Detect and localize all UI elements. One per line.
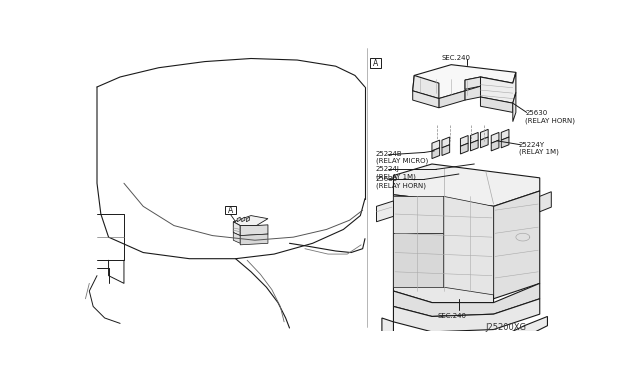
Polygon shape (540, 192, 551, 212)
Text: 25224B
(RELAY MICRO): 25224B (RELAY MICRO) (376, 151, 428, 164)
Polygon shape (501, 137, 509, 148)
Polygon shape (240, 225, 268, 235)
Polygon shape (246, 217, 250, 222)
Text: 25630
(RELAY HORN): 25630 (RELAY HORN) (525, 110, 575, 124)
Polygon shape (394, 233, 444, 287)
Polygon shape (470, 140, 478, 151)
Polygon shape (460, 143, 468, 154)
Polygon shape (432, 148, 440, 158)
Polygon shape (465, 77, 481, 89)
Text: 25224J
(RELAY 1M): 25224J (RELAY 1M) (376, 166, 415, 180)
Text: SEC.240: SEC.240 (437, 313, 467, 320)
Polygon shape (413, 65, 516, 99)
Polygon shape (465, 86, 481, 100)
Text: 25630
(RELAY HORN): 25630 (RELAY HORN) (376, 176, 426, 189)
Polygon shape (432, 140, 440, 151)
Text: 25224Y
(RELAY 1M): 25224Y (RELAY 1M) (519, 142, 559, 155)
Text: J25200XG: J25200XG (486, 323, 527, 332)
Polygon shape (394, 195, 493, 302)
Polygon shape (442, 137, 450, 148)
Text: A: A (373, 59, 378, 68)
Polygon shape (501, 129, 509, 140)
Polygon shape (481, 129, 488, 140)
Polygon shape (493, 191, 540, 299)
Polygon shape (413, 76, 439, 99)
Polygon shape (413, 91, 439, 108)
Polygon shape (481, 137, 488, 148)
Polygon shape (439, 91, 465, 108)
Text: A: A (228, 206, 233, 215)
Polygon shape (242, 217, 245, 222)
Polygon shape (382, 317, 547, 356)
Polygon shape (234, 222, 240, 235)
Polygon shape (492, 140, 499, 151)
Polygon shape (460, 135, 468, 146)
Polygon shape (470, 132, 478, 143)
Polygon shape (481, 73, 516, 103)
Polygon shape (237, 217, 240, 222)
Polygon shape (376, 201, 394, 222)
Polygon shape (240, 234, 268, 245)
Polygon shape (394, 299, 540, 332)
Polygon shape (492, 132, 499, 143)
Polygon shape (444, 196, 493, 295)
Polygon shape (442, 145, 450, 155)
Polygon shape (394, 196, 444, 233)
Polygon shape (234, 216, 268, 225)
Text: SEC.240: SEC.240 (442, 55, 471, 61)
Bar (371, 58, 381, 68)
Polygon shape (513, 92, 516, 122)
Polygon shape (234, 232, 240, 243)
Polygon shape (394, 283, 540, 317)
Polygon shape (394, 164, 540, 206)
Polygon shape (481, 97, 513, 112)
Bar (225, 206, 236, 214)
